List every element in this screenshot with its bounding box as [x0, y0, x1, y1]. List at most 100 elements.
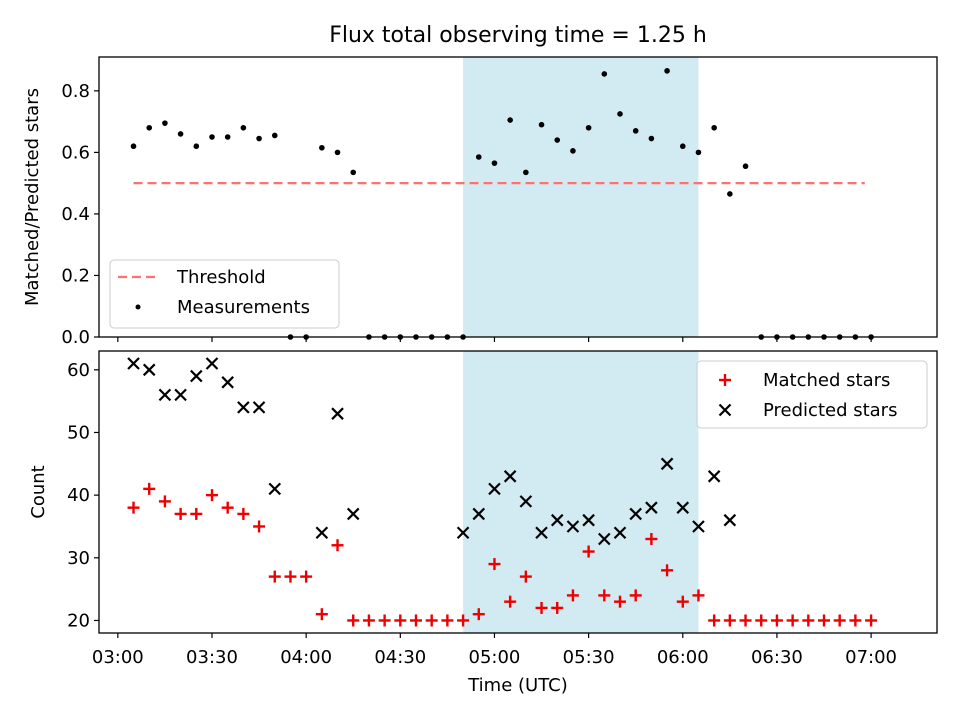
matched-point — [441, 614, 454, 627]
legend-matched-label: Matched stars — [763, 370, 890, 391]
measurement-point — [193, 143, 200, 150]
matched-point — [535, 601, 548, 614]
matched-point — [315, 608, 328, 621]
top-legend: Threshold Measurements — [109, 259, 340, 329]
matched-point — [519, 570, 532, 583]
x-tick-label: 07:00 — [845, 647, 897, 668]
predicted-point — [346, 507, 360, 521]
x-marker-b — [718, 403, 732, 417]
measurement-point — [711, 124, 717, 131]
predicted-point — [519, 495, 533, 508]
predicted-point — [315, 526, 329, 540]
matched-point — [818, 614, 831, 627]
y-tick-label: 20 — [67, 610, 90, 631]
bottom-highlight-band — [463, 351, 699, 633]
x-marker-b — [629, 507, 642, 521]
x-marker-b — [174, 388, 187, 402]
predicted-point — [503, 470, 517, 483]
matched-point — [629, 589, 642, 602]
matched-point — [268, 570, 281, 583]
x-marker-b — [598, 532, 611, 546]
y-tick-label: 40 — [67, 485, 90, 506]
predicted-point — [142, 363, 156, 377]
x-marker-b — [535, 526, 548, 540]
measurement-point — [491, 160, 498, 166]
measurement-point — [554, 137, 561, 143]
matched-point — [582, 545, 595, 558]
x-marker-b — [221, 376, 234, 389]
measurement-point — [319, 144, 325, 151]
y-tick-label: 0.6 — [61, 142, 90, 163]
legend-measurements-label: Measurements — [177, 297, 310, 318]
x-marker-b — [582, 513, 595, 527]
predicted-point — [331, 407, 344, 420]
x-marker-b — [645, 501, 658, 514]
bottom-axes-frame — [98, 350, 938, 634]
measurement-point — [585, 124, 592, 131]
matched-point — [378, 614, 391, 627]
predicted-point — [237, 401, 250, 414]
x-tick-label: 04:30 — [374, 647, 426, 668]
y-tick-label: 0.4 — [61, 204, 90, 225]
predicted-point — [707, 470, 721, 483]
matched-point — [614, 595, 627, 608]
bottom-x-axis-label: Time (UTC) — [467, 675, 568, 696]
x-marker-b — [692, 520, 705, 533]
x-tick-label: 06:00 — [657, 647, 709, 668]
matched-point — [253, 520, 266, 533]
legend-predicted-marker — [718, 403, 732, 417]
top-panel: 0.00.20.40.60.8 Matched/Predicted stars … — [22, 56, 938, 348]
matched-point — [237, 507, 250, 520]
predicted-point — [456, 526, 470, 540]
matched-point — [409, 614, 422, 627]
top-highlight-band — [463, 57, 699, 337]
y-tick-label: 0.8 — [61, 81, 90, 102]
x-marker-b — [456, 526, 470, 540]
x-marker-b — [190, 369, 203, 383]
top-y-axis-label: Matched/Predicted stars — [22, 88, 43, 306]
x-tick-label: 05:30 — [563, 647, 615, 668]
measurement-point — [350, 169, 357, 176]
matched-point — [692, 589, 705, 602]
matched-point — [158, 495, 171, 508]
matched-point — [755, 614, 768, 627]
x-marker-b — [707, 470, 721, 483]
matched-point — [849, 614, 862, 627]
measurement-point — [507, 117, 513, 123]
measurement-point — [695, 149, 702, 156]
matched-point — [457, 614, 470, 627]
measurement-point — [146, 124, 153, 131]
measurement-point — [664, 68, 670, 74]
x-tick-label: 03:00 — [92, 647, 144, 668]
predicted-point — [645, 501, 658, 514]
matched-point — [770, 614, 783, 627]
measurement-point — [617, 111, 623, 117]
y-tick-label: 0.2 — [61, 265, 90, 286]
legend-threshold-label: Threshold — [176, 267, 266, 288]
matched-point — [331, 539, 344, 552]
measurement-point — [224, 134, 231, 140]
x-marker-b — [488, 482, 501, 496]
top-y-axis: 0.0 0.2 0.4 0.6 0.8 — [61, 81, 99, 348]
measurement-point — [570, 148, 576, 154]
matched-point — [127, 501, 140, 514]
measurement-point — [679, 143, 686, 150]
predicted-point — [598, 532, 611, 546]
predicted-point — [582, 513, 595, 527]
x-marker-b — [268, 482, 282, 496]
matched-point — [645, 533, 658, 545]
matched-point — [284, 570, 297, 583]
y-tick-label: 60 — [67, 360, 90, 381]
matched-point — [676, 595, 689, 608]
x-marker-b — [503, 470, 517, 483]
matched-point — [786, 614, 799, 627]
x-marker-b — [519, 495, 533, 508]
bottom-y-axis-label: Count — [28, 465, 49, 518]
x-tick-label: 04:00 — [280, 647, 332, 668]
matched-point — [347, 614, 360, 627]
y-tick-label: 0.0 — [61, 327, 90, 348]
legend-predicted-swatch — [718, 403, 732, 417]
matched-point — [472, 608, 485, 621]
matched-point — [833, 614, 846, 627]
